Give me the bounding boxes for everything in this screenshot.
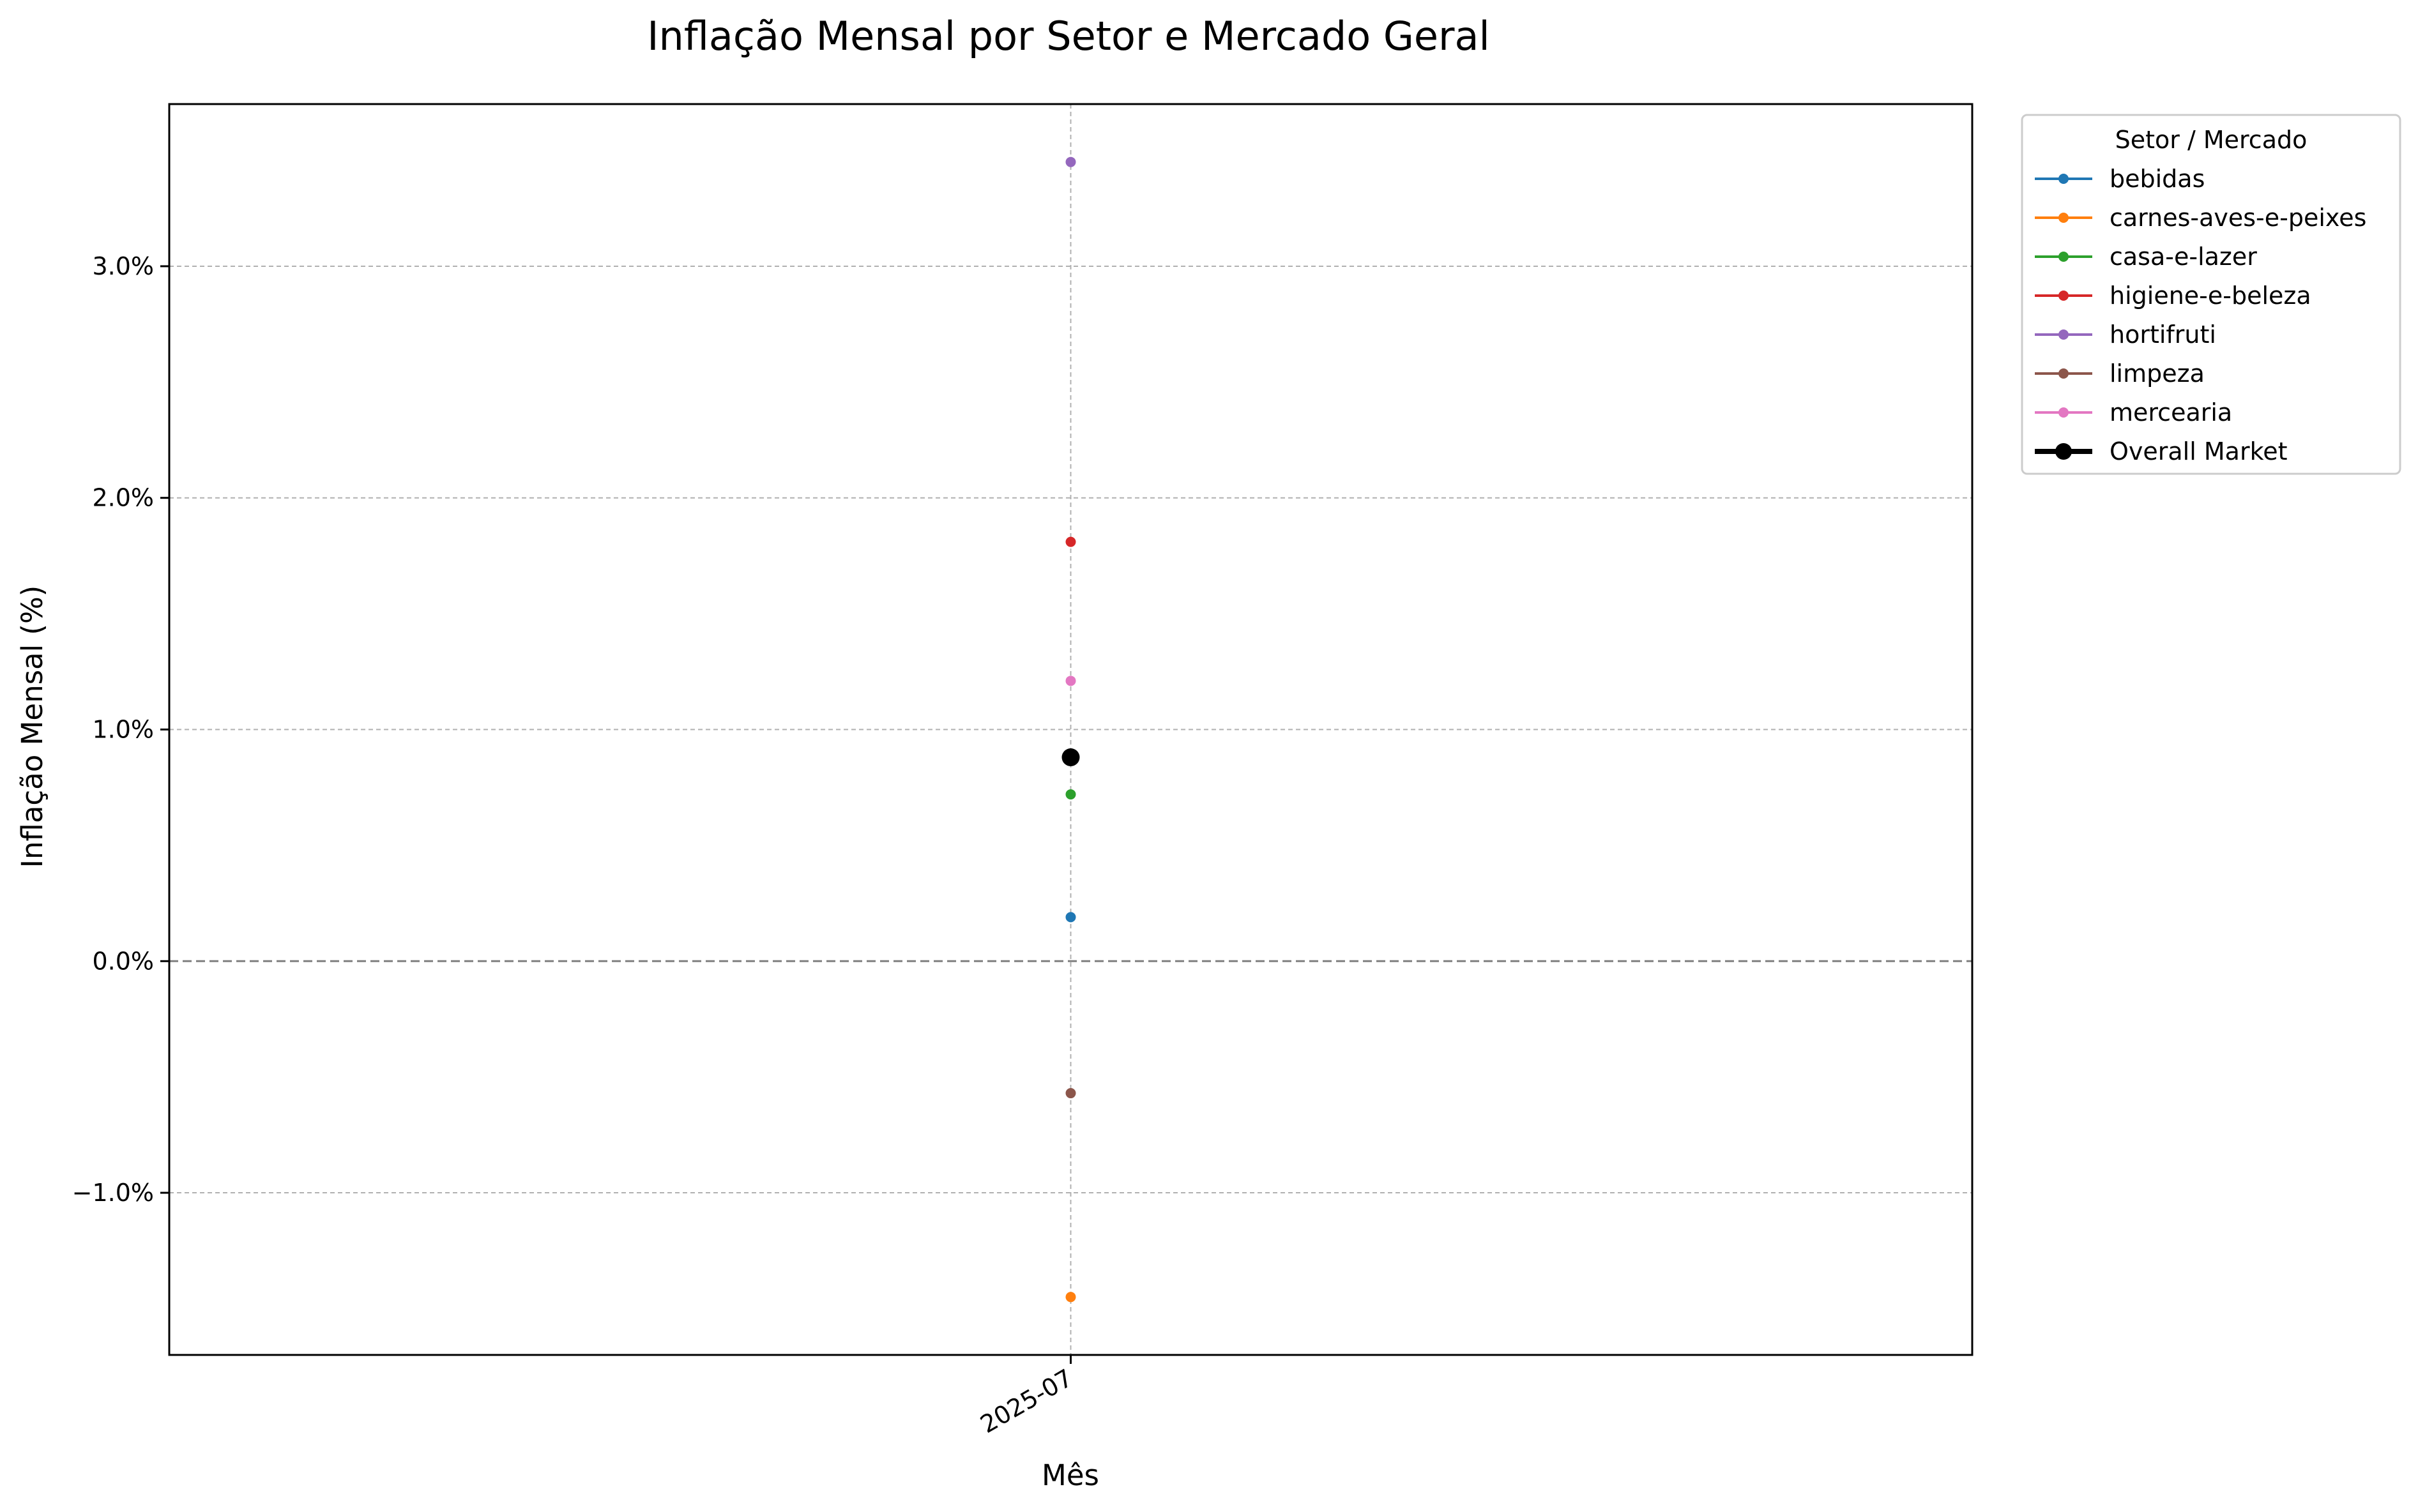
legend-entry-bebidas: bebidas	[2035, 165, 2205, 193]
legend-label: mercearia	[2110, 398, 2232, 427]
legend-swatch-marker	[2058, 252, 2069, 262]
legend-entry-mercearia: mercearia	[2035, 398, 2232, 427]
legend-entry-limpeza: limpeza	[2035, 359, 2205, 388]
y-tick-label: 1.0%	[92, 716, 154, 744]
legend-swatch-marker	[2058, 407, 2069, 418]
legend-swatch-marker	[2058, 174, 2069, 184]
y-tick-label: −1.0%	[72, 1179, 154, 1207]
legend-frame	[2021, 114, 2401, 475]
legend-swatch-marker	[2058, 368, 2069, 379]
legend-label: carnes-aves-e-peixes	[2110, 204, 2366, 232]
legend-swatch-marker	[2058, 213, 2069, 223]
chart-title: Inflação Mensal por Setor e Mercado Gera…	[647, 13, 1490, 59]
data-point-bebidas	[1065, 912, 1076, 923]
legend-swatch-marker	[2058, 329, 2069, 340]
data-point-overall-market	[1061, 748, 1080, 767]
data-points	[1061, 156, 1080, 1303]
data-point-higiene-e-beleza	[1065, 536, 1076, 547]
legend-swatch-marker	[2058, 291, 2069, 301]
y-axis-ticks: −1.0% 0.0% 1.0% 2.0% 3.0%	[72, 252, 169, 1207]
legend-entry-higiene-e-beleza: higiene-e-beleza	[2035, 282, 2311, 310]
legend-swatch-marker	[2055, 443, 2072, 460]
x-axis-label: Mês	[1042, 1458, 1099, 1492]
data-point-hortifruti	[1065, 156, 1076, 167]
gridlines	[169, 104, 1972, 1355]
legend-label: bebidas	[2110, 165, 2205, 193]
legend-title: Setor / Mercado	[2115, 126, 2308, 154]
y-axis-label: Inflação Mensal (%)	[15, 586, 49, 868]
y-tick-label: 0.0%	[92, 947, 154, 975]
legend-entry-carnes-aves-e-peixes: carnes-aves-e-peixes	[2035, 204, 2366, 232]
y-tick-label: 2.0%	[92, 484, 154, 512]
x-tick-label: 2025-07	[975, 1364, 1077, 1439]
legend-label: higiene-e-beleza	[2110, 282, 2311, 310]
legend-entry-overall-market: Overall Market	[2035, 437, 2288, 465]
x-axis-ticks: 2025-07	[975, 1355, 1077, 1439]
legend-entry-casa-e-lazer: casa-e-lazer	[2035, 243, 2257, 271]
legend-label: casa-e-lazer	[2110, 243, 2257, 271]
data-point-limpeza	[1065, 1088, 1076, 1099]
legend-label: Overall Market	[2110, 437, 2288, 465]
legend-label: hortifruti	[2110, 321, 2216, 349]
legend-entry-hortifruti: hortifruti	[2035, 321, 2216, 349]
data-point-carnes-aves-e-peixes	[1065, 1292, 1076, 1303]
legend-label: limpeza	[2110, 359, 2205, 388]
data-point-casa-e-lazer	[1065, 789, 1076, 800]
legend-entries: bebidas carnes-aves-e-peixes casa-e-lazer h…	[2035, 165, 2366, 465]
y-tick-label: 3.0%	[92, 252, 154, 280]
legend: Setor / Mercado bebidas carnes-aves-e-pei…	[2021, 114, 2401, 475]
data-point-mercearia	[1065, 676, 1076, 686]
